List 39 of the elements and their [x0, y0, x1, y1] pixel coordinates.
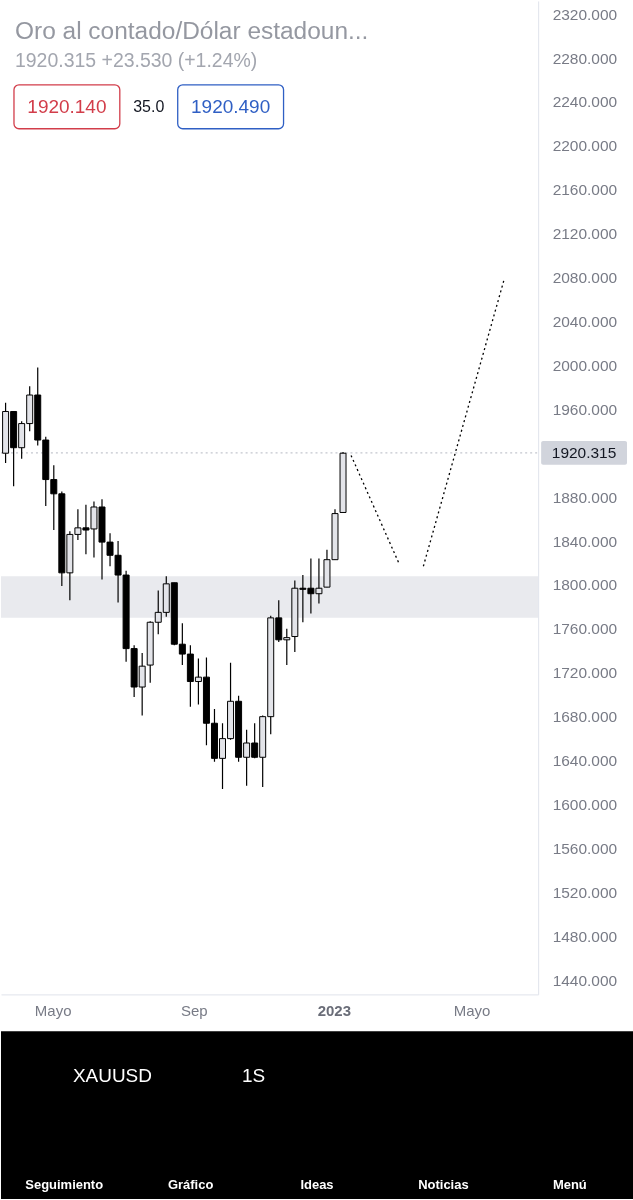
text: Noticias: [418, 1177, 469, 1193]
y-tick-label: 1960.000: [552, 400, 618, 418]
text: 1920.315 +23.530 (+1.24%): [14, 48, 258, 71]
y-tick-label: 2320.000: [552, 5, 618, 23]
x-tick-label: Mayo: [453, 1001, 491, 1019]
y-tick-label: 1800.000: [552, 576, 618, 594]
annotation: 1920.490: [191, 95, 271, 117]
x-tick-label: Sep: [181, 1001, 208, 1019]
y-tick-label: 2000.000: [552, 356, 618, 374]
y-tick-label: 1840.000: [552, 532, 618, 550]
x-tick-label: Mayo: [34, 1001, 72, 1019]
y-tick-label: 2160.000: [552, 181, 618, 199]
y-tick-label: 1720.000: [552, 664, 618, 682]
y-tick-label: 2120.000: [552, 225, 618, 243]
text: Menú: [552, 1177, 587, 1193]
annotation: 35.0: [133, 97, 165, 115]
ref-line-label: 1920.315: [551, 443, 617, 461]
y-tick-label: 1560.000: [552, 839, 618, 857]
y-tick-label: 1520.000: [552, 883, 618, 901]
text: Oro al contado/Dólar estadoun...: [14, 16, 369, 44]
text: Gráfico: [167, 1177, 214, 1193]
text: XAUUSD: [72, 1065, 152, 1087]
y-tick-label: 2040.000: [552, 312, 618, 330]
y-tick-label: 2200.000: [552, 137, 618, 155]
y-tick-label: 1680.000: [552, 708, 618, 726]
y-tick-label: 1440.000: [552, 971, 618, 989]
y-tick-label: 2280.000: [552, 49, 618, 67]
y-tick-label: 2240.000: [552, 93, 618, 111]
y-tick-label: 1880.000: [552, 488, 618, 506]
text: Seguimiento: [25, 1177, 104, 1193]
annotation: 1920.140: [27, 95, 107, 117]
y-tick-label: 2080.000: [552, 269, 618, 287]
y-tick-label: 1600.000: [552, 795, 618, 813]
x-tick-label: 2023: [317, 1001, 351, 1019]
y-tick-label: 1480.000: [552, 927, 618, 945]
y-tick-label: 1760.000: [552, 620, 618, 638]
text: 1S: [242, 1065, 266, 1087]
y-tick-label: 1640.000: [552, 752, 618, 770]
text: Ideas: [300, 1177, 334, 1193]
